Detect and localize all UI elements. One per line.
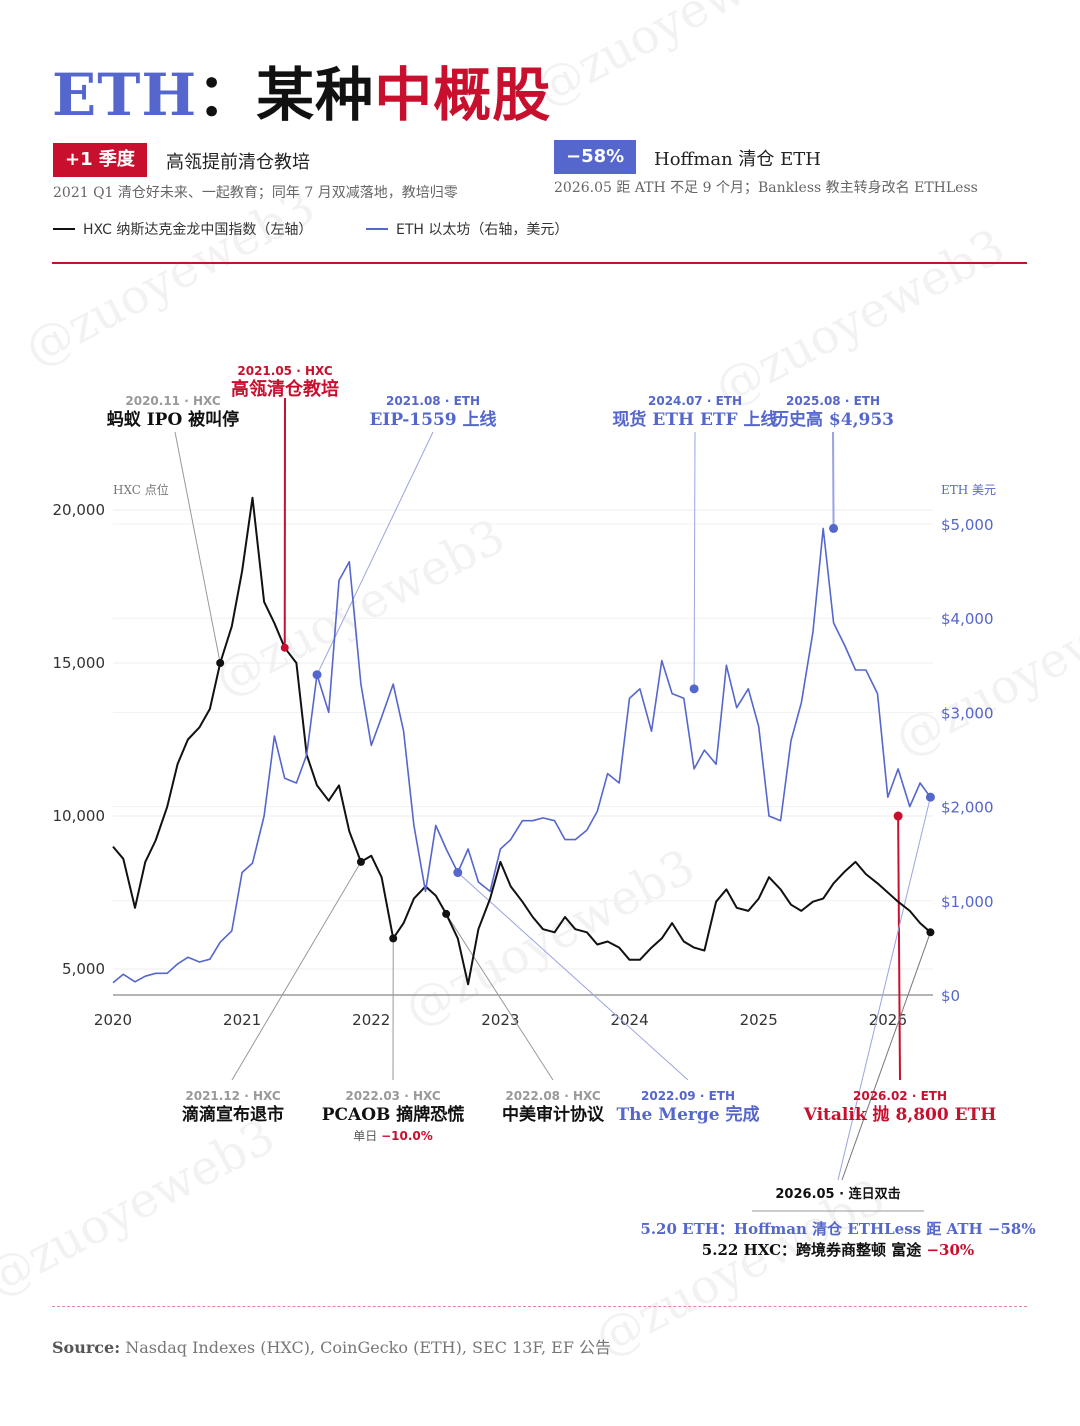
series-end-dot-eth [925,792,935,802]
right-axis-label: ETH 美元 [941,483,996,497]
legend-hxc-label: HXC 纳斯达克金龙中国指数（左轴） [83,222,313,238]
right-badge: −58% [554,140,637,174]
annotation-date-6: 2022.03 · HXC [345,1089,440,1103]
right-tick-label-3: $3,000 [941,704,994,722]
annotation-text-7: 中美审计协议 [502,1104,605,1125]
legend-eth: ETH 以太坊（右轴，美元） [366,219,568,239]
right-tick-label-0: $0 [941,987,960,1005]
series-end-dot-hxc [926,928,935,937]
header-divider [52,262,1027,264]
page-title: ETH：某种中概股 [52,66,551,124]
annotation-connector-3 [693,431,696,689]
annotation-connector-0 [174,431,221,664]
source-text: Nasdaq Indexes (HXC), CoinGecko (ETH), S… [125,1338,612,1357]
left-tick-label-2: 15,000 [53,654,106,672]
right-tick-label-2: $2,000 [941,799,994,817]
annotation-connector-7 [445,913,554,1081]
title-mid: ：某种 [197,61,375,129]
x-tick-label-1: 2021 [223,1011,261,1029]
double-hit-hxc-line: 5.22 HXC：跨境券商整顿 富途 −30% [702,1241,974,1259]
double-hit-connector-eth [837,797,931,1181]
x-tick-label-2: 2022 [352,1011,390,1029]
annotation-date-9: 2026.02 · ETH [853,1089,947,1103]
annotation-text-1: 高瓴清仓教培 [231,378,339,400]
annotation-dot-7 [442,909,451,918]
annotation-text-0: 蚂蚁 IPO 被叫停 [107,409,239,430]
x-tick-label-0: 2020 [94,1011,132,1029]
annotation-text-8: The Merge 完成 [617,1104,760,1125]
annotation-dot-3 [689,684,699,694]
annotation-text-6: PCAOB 摘牌恐慌 [322,1104,465,1125]
annotation-extra-label: 单日 [353,1129,381,1143]
annotation-text-9: Vitalik 抛 8,800 ETH [803,1104,997,1125]
left-headline: 高瓴提前清仓教培 [166,152,310,173]
left-axis-label: HXC 点位 [113,482,169,497]
annotation-text-3: 现货 ETH ETF 上线 [612,409,777,430]
right-subtext: 2026.05 距 ATH 不足 9 个月；Bankless 教主转身改名 ET… [554,180,978,196]
title-eth: ETH [52,61,198,129]
double-hit-hxc-value: −30% [926,1241,974,1259]
source-note: Source: Nasdaq Indexes (HXC), CoinGecko … [52,1334,611,1358]
annotation-date-7: 2022.08 · HXC [505,1089,600,1103]
legend-eth-label: ETH 以太坊（右轴，美元） [396,222,569,238]
annotation-dot-4 [829,523,839,533]
footer-divider [52,1306,1027,1307]
double-hit-hxc-text: 5.22 HXC：跨境券商整顿 富途 [702,1241,927,1259]
annotation-date-8: 2022.09 · ETH [641,1089,735,1103]
annotation-date-0: 2020.11 · HXC [125,394,220,408]
x-tick-label-5: 2025 [740,1011,778,1029]
annotation-date-5: 2021.12 · HXC [185,1089,280,1103]
left-tick-label-0: 5,000 [62,960,105,978]
annotation-date-4: 2025.08 · ETH [786,394,880,408]
annotation-dot-0 [216,659,225,667]
annotation-dot-1 [280,643,289,652]
annotation-extra-value: −10.0% [381,1129,433,1143]
left-tick-label-1: 10,000 [53,807,106,825]
annotation-text-4: 历史高 $4,953 [772,409,894,430]
annotation-dot-5 [356,857,365,866]
right-tick-label-4: $4,000 [941,610,994,628]
right-tick-label-5: $5,000 [941,516,994,534]
source-label: Source: [52,1338,121,1357]
double-hit-connector-hxc [841,932,931,1181]
left-tick-label-3: 20,000 [53,501,106,519]
annotation-extra-6: 单日 −10.0% [353,1129,433,1143]
annotation-connector-8 [457,872,689,1081]
annotation-date-1: 2021.05 · HXC [237,364,332,378]
annotation-text-2: EIP-1559 上线 [369,409,496,430]
right-headline: Hoffman 清仓 ETH [654,149,822,170]
annotation-dot-2 [312,670,322,680]
left-badge: +1 季度 [53,143,147,177]
annotation-date-2: 2021.08 · ETH [386,394,480,408]
series-line-eth [112,527,932,984]
right-tick-label-1: $1,000 [941,893,994,911]
title-accent: 中概股 [374,61,552,129]
x-tick-label-4: 2024 [610,1011,648,1029]
left-subtext: 2021 Q1 清仓好未来、一起教育；同年 7 月双减落地，教培归零 [53,185,458,201]
x-tick-label-3: 2023 [481,1011,519,1029]
annotation-dot-9 [893,811,903,821]
annotation-dot-6 [389,934,398,943]
annotation-date-3: 2024.07 · ETH [648,394,742,408]
annotation-connector-9 [897,816,901,1081]
double-hit-eth-line: 5.20 ETH：Hoffman 清仓 ETHLess 距 ATH −58% [640,1220,1035,1238]
double-hit-heading: 2026.05 · 连日双击 [775,1186,900,1202]
annotation-connector-4 [832,431,835,529]
legend-eth-swatch [366,228,388,230]
annotation-connector-5 [231,861,362,1081]
legend-hxc-swatch [53,228,75,230]
series-line-hxc [112,496,932,986]
annotation-dot-8 [453,868,463,878]
annotation-connector-2 [316,431,434,675]
legend-hxc: HXC 纳斯达克金龙中国指数（左轴） [53,219,312,239]
annotation-text-5: 滴滴宣布退市 [182,1104,284,1125]
